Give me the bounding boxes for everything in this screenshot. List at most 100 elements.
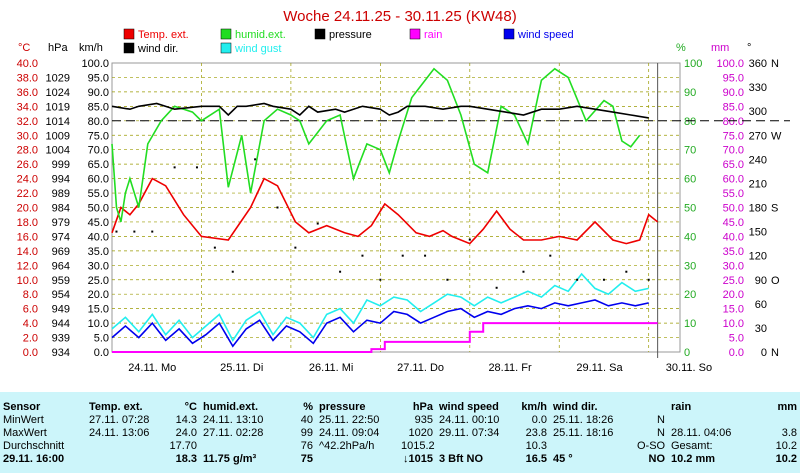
pressure-tick-label: 969	[52, 246, 70, 258]
rain-tick-label: 15.0	[723, 304, 744, 316]
stats-cell: 25.11. 18:16	[553, 427, 614, 439]
humid-tick-label: 40	[684, 231, 696, 243]
humid-tick-label: 30	[684, 260, 696, 272]
stats-cell: ↓1015	[403, 453, 433, 465]
axis-units: °C hPa km/h % mm °	[18, 42, 751, 54]
deg-tick-label: 30	[755, 323, 767, 335]
x-tick-label: 28.11. Fr	[488, 362, 532, 374]
wind-dir-point	[625, 270, 628, 273]
deg-unit-label: °	[747, 42, 751, 54]
humid-tick-label: 100	[684, 58, 702, 70]
temp-tick-label: 0.0	[23, 347, 38, 359]
temp-tick-label: 6.0	[23, 304, 38, 316]
stats-cell	[634, 392, 668, 414]
temp-tick-label: 36.0	[17, 87, 38, 99]
rain-tick-label: 90.0	[723, 87, 744, 99]
stats-cell: MinWert	[3, 414, 44, 426]
plot-series	[111, 67, 790, 353]
speed-tick-label: 15.0	[88, 304, 109, 316]
deg-tick-label: 360	[749, 58, 767, 70]
wind-dir-point	[576, 278, 579, 281]
pressure-tick-label: 1009	[46, 130, 70, 142]
stats-cell	[550, 440, 634, 453]
pressure-tick-label: 1024	[46, 87, 70, 99]
rain-tick-label: 0.0	[729, 347, 744, 359]
speed-tick-label: 35.0	[88, 246, 109, 258]
stats-cell: humid.ext.	[203, 400, 259, 413]
rain-tick-label: 65.0	[723, 159, 744, 171]
humid-tick-label: 50	[684, 203, 696, 215]
stats-cell: hPa	[412, 400, 433, 413]
speed-tick-label: 80.0	[88, 116, 109, 128]
stats-cell	[86, 453, 166, 466]
pressure-tick-label: 994	[52, 174, 70, 186]
stats-cell: 18.3	[175, 453, 197, 465]
temp-tick-label: 10.0	[17, 275, 38, 287]
wind-dir-point	[151, 230, 154, 233]
series-line-wind_gust	[111, 272, 649, 342]
humid-tick-label: 80	[684, 116, 696, 128]
stats-cell: 23.8	[525, 427, 547, 439]
humid-tick-label: 20	[684, 289, 696, 301]
stats-cell: 99	[300, 427, 313, 439]
axes: 0.0 2.0 4.0 6.0 8.0 10.0 12.0 14.0 16.0 18.0 20.0 2…	[17, 58, 782, 374]
stats-cell: N	[657, 427, 665, 439]
stats-cell: Gesamt:	[671, 440, 713, 452]
rain-tick-label: 100.0	[716, 58, 744, 70]
stats-cell: 45 °	[553, 453, 573, 465]
wind-dir-point	[602, 278, 605, 281]
wind-dir-point	[549, 254, 552, 257]
deg-tick-label: 90	[755, 275, 767, 287]
x-tick-label: 26.11. Mi	[309, 362, 353, 374]
compass-label: O	[771, 275, 780, 287]
rain-tick-label: 60.0	[723, 174, 744, 186]
series-line-rain	[112, 322, 658, 353]
temp-tick-label: 14.0	[17, 246, 38, 258]
temp-tick-label: 20.0	[17, 203, 38, 215]
pressure-tick-label: 954	[52, 289, 70, 301]
stats-cell: 10.2 mm	[671, 453, 716, 465]
pressure-tick-label: 934	[52, 347, 70, 359]
legend-label: wind speed	[517, 29, 574, 41]
pressure-tick-label: 944	[52, 318, 70, 330]
deg-tick-label: 180	[749, 203, 767, 215]
wind-dir-point	[495, 286, 498, 289]
deg-tick-label: 120	[749, 251, 767, 263]
stats-cell: O-SO	[637, 440, 666, 452]
speed-tick-label: 85.0	[88, 101, 109, 113]
wind-dir-point	[276, 206, 279, 209]
temp-tick-label: 4.0	[23, 318, 38, 330]
stats-cell: 0.0	[531, 414, 547, 426]
temp-tick-label: 32.0	[17, 116, 38, 128]
stats-cell: km/h	[521, 400, 547, 413]
temp-tick-label: 38.0	[17, 72, 38, 84]
wind-dir-point	[316, 222, 319, 225]
pressure-tick-label: 979	[52, 217, 70, 229]
stats-cell	[668, 414, 750, 427]
pressure-tick-label: 949	[52, 304, 70, 316]
speed-tick-label: 75.0	[88, 130, 109, 142]
speed-tick-label: 90.0	[88, 87, 109, 99]
wind-dir-point	[173, 166, 176, 169]
x-tick-label: 29.11. Sa	[576, 362, 623, 374]
speed-tick-label: 95.0	[88, 72, 109, 84]
speed-tick-label: 65.0	[88, 159, 109, 171]
stats-cell: 10.2	[775, 453, 797, 465]
x-tick-label: 30.11. So	[666, 362, 712, 374]
wind-dir-point	[115, 230, 118, 233]
temp-tick-label: 8.0	[23, 289, 38, 301]
deg-tick-label: 240	[749, 154, 767, 166]
pressure-tick-label: 959	[52, 275, 70, 287]
rain-tick-label: 30.0	[723, 260, 744, 272]
stats-cell: °C	[184, 400, 197, 413]
stats-cell	[200, 440, 286, 453]
humid-unit-label: %	[676, 42, 686, 54]
stats-cell: pressure	[319, 400, 366, 413]
stats-cell: 24.11. 00:10	[439, 414, 500, 426]
stats-cell: mm	[777, 400, 797, 413]
legend-swatch	[123, 42, 135, 54]
pressure-tick-label: 1029	[46, 72, 70, 84]
temp-tick-label: 2.0	[23, 333, 38, 345]
stats-cell: 17.70	[169, 440, 197, 452]
wind-dir-point	[522, 270, 525, 273]
